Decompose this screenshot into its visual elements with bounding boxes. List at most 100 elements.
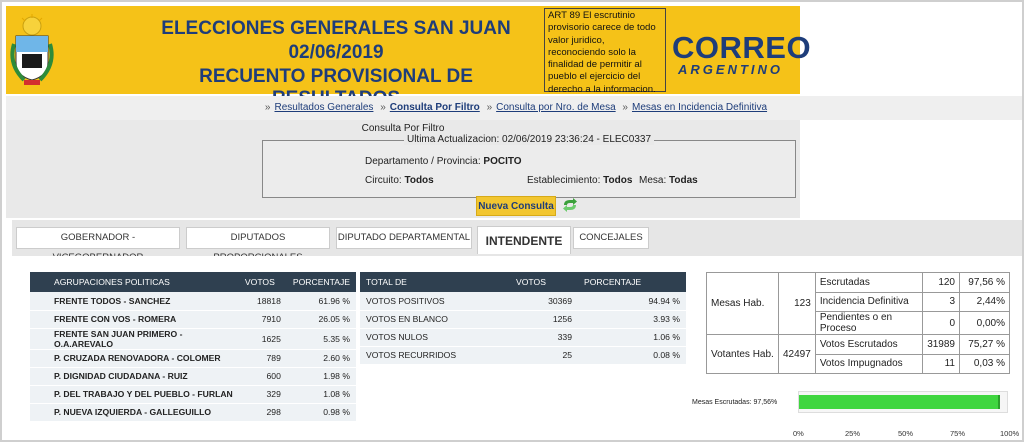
- col-votos: VOTOS: [238, 272, 287, 292]
- circuito-value: Todos: [404, 175, 434, 186]
- total-pct: 3.93 %: [578, 310, 686, 329]
- departamento-value: POCITO: [483, 156, 522, 167]
- total-pct: 94.94 %: [578, 292, 686, 311]
- votos-row-count: 11: [922, 353, 960, 374]
- col-total-de: TOTAL DE: [360, 272, 510, 292]
- party-votes: 1625: [238, 328, 287, 350]
- title-line-2: 02/06/2019: [288, 42, 384, 63]
- table-row: Votos Impugnados 11 0,03 %: [707, 353, 1010, 374]
- tab-concejales[interactable]: CONCEJALES: [573, 227, 649, 249]
- table-row: VOTOS POSITIVOS 30369 94.94 %: [360, 292, 686, 311]
- table-row: FRENTE CON VOS - ROMERA 7910 26.05 %: [30, 310, 356, 329]
- party-name: FRENTE SAN JUAN PRIMERO - O.A.AREVALO: [30, 328, 239, 350]
- party-name: P. NUEVA IZQUIERDA - GALLEGUILLO: [30, 403, 239, 422]
- nav-resultados-generales[interactable]: Resultados Generales: [274, 102, 374, 113]
- mesas-row-label: Incidencia Definitiva: [814, 291, 924, 312]
- refresh-icon[interactable]: [562, 198, 578, 212]
- filter-panel: Consulta Por Filtro Ultima Actualizacion…: [6, 120, 800, 218]
- tab-diputados-proporcionales[interactable]: DIPUTADOS PROPORCIONALES: [186, 227, 330, 263]
- argentino-logo-text: ARGENTINO: [678, 62, 783, 77]
- table-row: FRENTE TODOS - SANCHEZ 18818 61.96 %: [30, 292, 356, 311]
- filter-title: Consulta Por Filtro: [361, 123, 445, 134]
- category-tabs: GOBERNADOR - VICEGOBERNADOR DIPUTADOS PR…: [12, 220, 1022, 263]
- votos-row-label: Votos Escrutados: [814, 334, 924, 355]
- mesas-row-count: 3: [922, 291, 960, 312]
- total-name: VOTOS EN BLANCO: [360, 310, 510, 329]
- axis-tick: 100%: [1000, 429, 1020, 438]
- table-header-row: TOTAL DE VOTOS PORCENTAJE: [360, 272, 686, 292]
- nav-separator: »: [380, 102, 386, 113]
- axis-tick: 25%: [845, 429, 861, 438]
- party-votes: 600: [238, 367, 287, 386]
- party-name: FRENTE TODOS - SANCHEZ: [30, 292, 239, 311]
- party-name: P. DEL TRABAJO Y DEL PUEBLO - FURLAN: [30, 385, 239, 404]
- axis-tick: 50%: [898, 429, 914, 438]
- establecimiento-value: Todos: [603, 175, 633, 186]
- mesas-row-pct: 97,56 %: [959, 272, 1010, 293]
- tab-gobernador[interactable]: GOBERNADOR - VICEGOBERNADOR: [16, 227, 180, 263]
- total-votes: 30369: [510, 292, 578, 311]
- establecimiento-field: Establecimiento: Todos: [527, 175, 633, 186]
- party-name: FRENTE CON VOS - ROMERA: [30, 310, 239, 329]
- table-row: Incidencia Definitiva 3 2,44%: [707, 291, 1010, 312]
- tab-diputado-departamental[interactable]: DIPUTADO DEPARTAMENTAL: [336, 227, 472, 249]
- table-row: P. NUEVA IZQUIERDA - GALLEGUILLO 298 0.98 …: [30, 403, 356, 422]
- mesa-value: Todas: [669, 175, 698, 186]
- header-banner: ELECCIONES GENERALES SAN JUAN 02/06/2019…: [6, 6, 811, 109]
- party-votes: 18818: [238, 292, 287, 311]
- party-name: P. DIGNIDAD CIUDADANA - RUIZ: [30, 367, 239, 386]
- nav-mesas-incidencia[interactable]: Mesas en Incidencia Definitiva: [631, 102, 768, 113]
- axis-tick: 0%: [793, 429, 804, 438]
- art89-disclaimer: ART 89 El escrutinio provisorio carece d…: [544, 8, 666, 95]
- table-row: Mesas Hab. 123 Escrutadas 120 97,56 %: [706, 272, 1010, 335]
- table-row: P. DEL TRABAJO Y DEL PUEBLO - FURLAN 329 1…: [30, 385, 356, 404]
- nav-consulta-por-filtro[interactable]: Consulta Por Filtro: [389, 102, 480, 113]
- total-pct: 1.06 %: [578, 328, 686, 347]
- mesas-row-count: 120: [922, 272, 960, 293]
- top-nav: » Resultados Generales » Consulta Por Filt…: [6, 96, 1022, 120]
- axis-tick: 75%: [950, 429, 966, 438]
- votantes-hab-value: 42497: [778, 334, 816, 374]
- total-votes: 1256: [510, 310, 578, 329]
- col-votos: VOTOS: [510, 272, 578, 292]
- mesas-escrutadas-progress: [798, 391, 1008, 413]
- table-row: VOTOS RECURRIDOS 25 0.08 %: [360, 346, 686, 365]
- votos-row-pct: 75,27 %: [959, 334, 1010, 355]
- nav-separator: »: [622, 102, 628, 113]
- table-row: P. CRUZADA RENOVADORA - COLOMER 789 2.60 %: [30, 349, 356, 368]
- mesas-row-label: Pendientes o en Proceso: [814, 311, 924, 335]
- table-row: Votantes Hab. 42497 Votos Escrutados 319…: [706, 334, 1010, 374]
- party-votes: 329: [238, 385, 287, 404]
- total-votes: 339: [510, 328, 578, 347]
- party-pct: 26.05 %: [286, 310, 356, 329]
- mesas-row-pct: 0,00%: [959, 311, 1010, 335]
- parties-table: AGRUPACIONES POLITICAS VOTOS PORCENTAJE …: [30, 272, 356, 422]
- table-row: VOTOS NULOS 339 1.06 %: [360, 328, 686, 347]
- party-votes: 7910: [238, 310, 287, 329]
- total-name: VOTOS NULOS: [360, 328, 510, 347]
- nueva-consulta-button[interactable]: Nueva Consulta: [476, 196, 556, 216]
- votos-row-pct: 0,03 %: [959, 353, 1010, 374]
- nav-separator: »: [486, 102, 493, 113]
- nav-separator: »: [264, 102, 271, 113]
- tab-intendente[interactable]: INTENDENTE: [477, 226, 571, 254]
- party-votes: 298: [238, 403, 287, 422]
- title-line-1: ELECCIONES GENERALES SAN JUAN: [161, 18, 511, 39]
- votos-row-label: Votos Impugnados: [814, 353, 924, 374]
- party-pct: 61.96 %: [286, 292, 356, 311]
- party-name: P. CRUZADA RENOVADORA - COLOMER: [30, 349, 239, 368]
- votantes-hab-label: Votantes Hab.: [706, 334, 779, 374]
- mesa-field: Mesa: Todas: [639, 175, 698, 186]
- summary-table: Mesas Hab. 123 Escrutadas 120 97,56 % In…: [706, 272, 1010, 374]
- nav-consulta-nro-mesa[interactable]: Consulta por Nro. de Mesa: [496, 102, 616, 113]
- party-pct: 0.98 %: [286, 403, 356, 422]
- total-name: VOTOS RECURRIDOS: [360, 346, 510, 365]
- party-votes: 789: [238, 349, 287, 368]
- circuito-field: Circuito: Todos: [365, 175, 434, 186]
- party-pct: 5.35 %: [286, 328, 356, 350]
- totals-table: TOTAL DE VOTOS PORCENTAJE VOTOS POSITIVO…: [360, 272, 686, 365]
- total-pct: 0.08 %: [578, 346, 686, 365]
- table-row: VOTOS EN BLANCO 1256 3.93 %: [360, 310, 686, 329]
- col-agrupaciones: AGRUPACIONES POLITICAS: [30, 272, 239, 292]
